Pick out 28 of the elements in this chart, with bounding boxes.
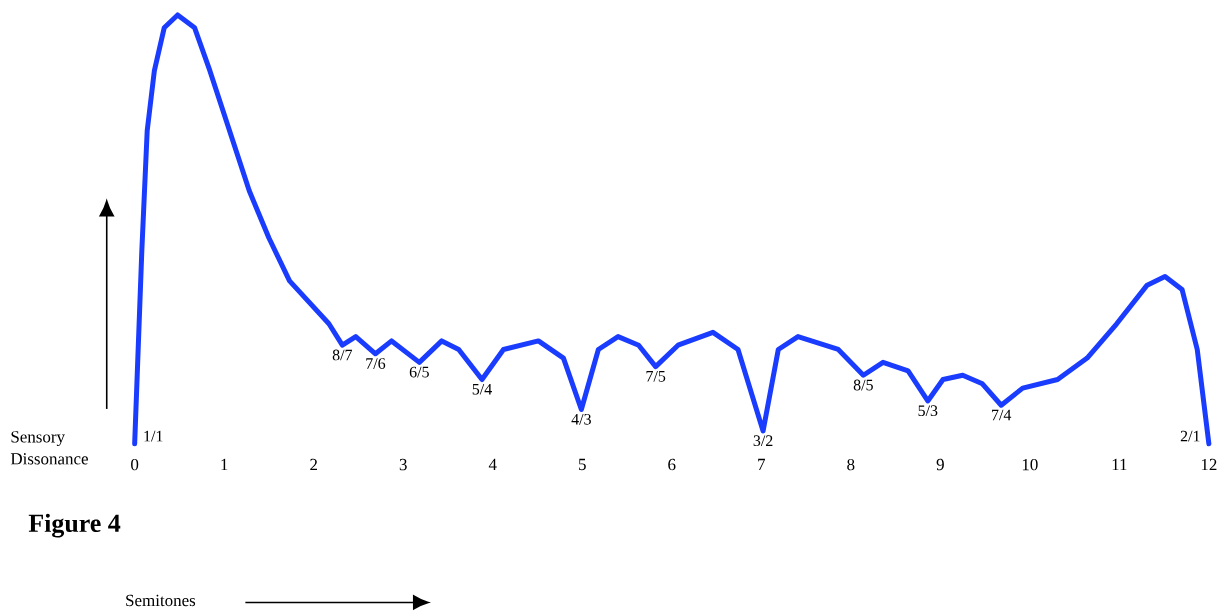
x-tick-label: 1 bbox=[221, 458, 228, 470]
x-tick-label: 2 bbox=[310, 458, 317, 470]
annotation: 7/5 bbox=[646, 370, 666, 382]
annotation: 7/6 bbox=[366, 357, 386, 369]
y-axis-title: Sensory Dissonance bbox=[10, 430, 88, 465]
x-tick-label: 0 bbox=[131, 458, 139, 471]
x-tick-label: 12 bbox=[1201, 458, 1217, 470]
annotation: 5/4 bbox=[472, 383, 492, 395]
x-tick-label: 7 bbox=[758, 458, 766, 470]
x-tick-label: 9 bbox=[936, 458, 944, 471]
annotation: 6/5 bbox=[409, 366, 429, 378]
text: Figure 4 bbox=[28, 513, 121, 538]
annotation: 7/4 bbox=[992, 409, 1012, 421]
annotation: 2/1 bbox=[1180, 430, 1200, 442]
x-tick-label: 11 bbox=[1112, 458, 1127, 470]
x-tick-label: 4 bbox=[488, 458, 497, 470]
text: Semitones bbox=[126, 594, 196, 606]
annotation: 4/3 bbox=[571, 413, 591, 425]
x-tick-label: 5 bbox=[578, 458, 586, 470]
annotation: 8/7 bbox=[332, 349, 353, 361]
annotation: 3/2 bbox=[753, 435, 773, 446]
annotation: 8/5 bbox=[853, 379, 873, 391]
annotation: 1/1 bbox=[144, 430, 163, 442]
x-tick-label: 6 bbox=[668, 458, 676, 471]
x-tick-label: 3 bbox=[399, 458, 407, 471]
x-tick-label: 8 bbox=[847, 458, 855, 471]
x-tick-label: 10 bbox=[1022, 458, 1038, 471]
annotation: 5/3 bbox=[918, 405, 938, 416]
